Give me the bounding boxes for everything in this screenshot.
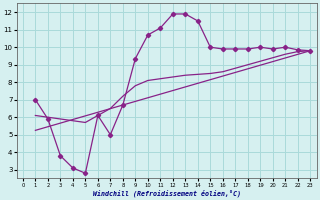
X-axis label: Windchill (Refroidissement éolien,°C): Windchill (Refroidissement éolien,°C) — [92, 189, 241, 197]
